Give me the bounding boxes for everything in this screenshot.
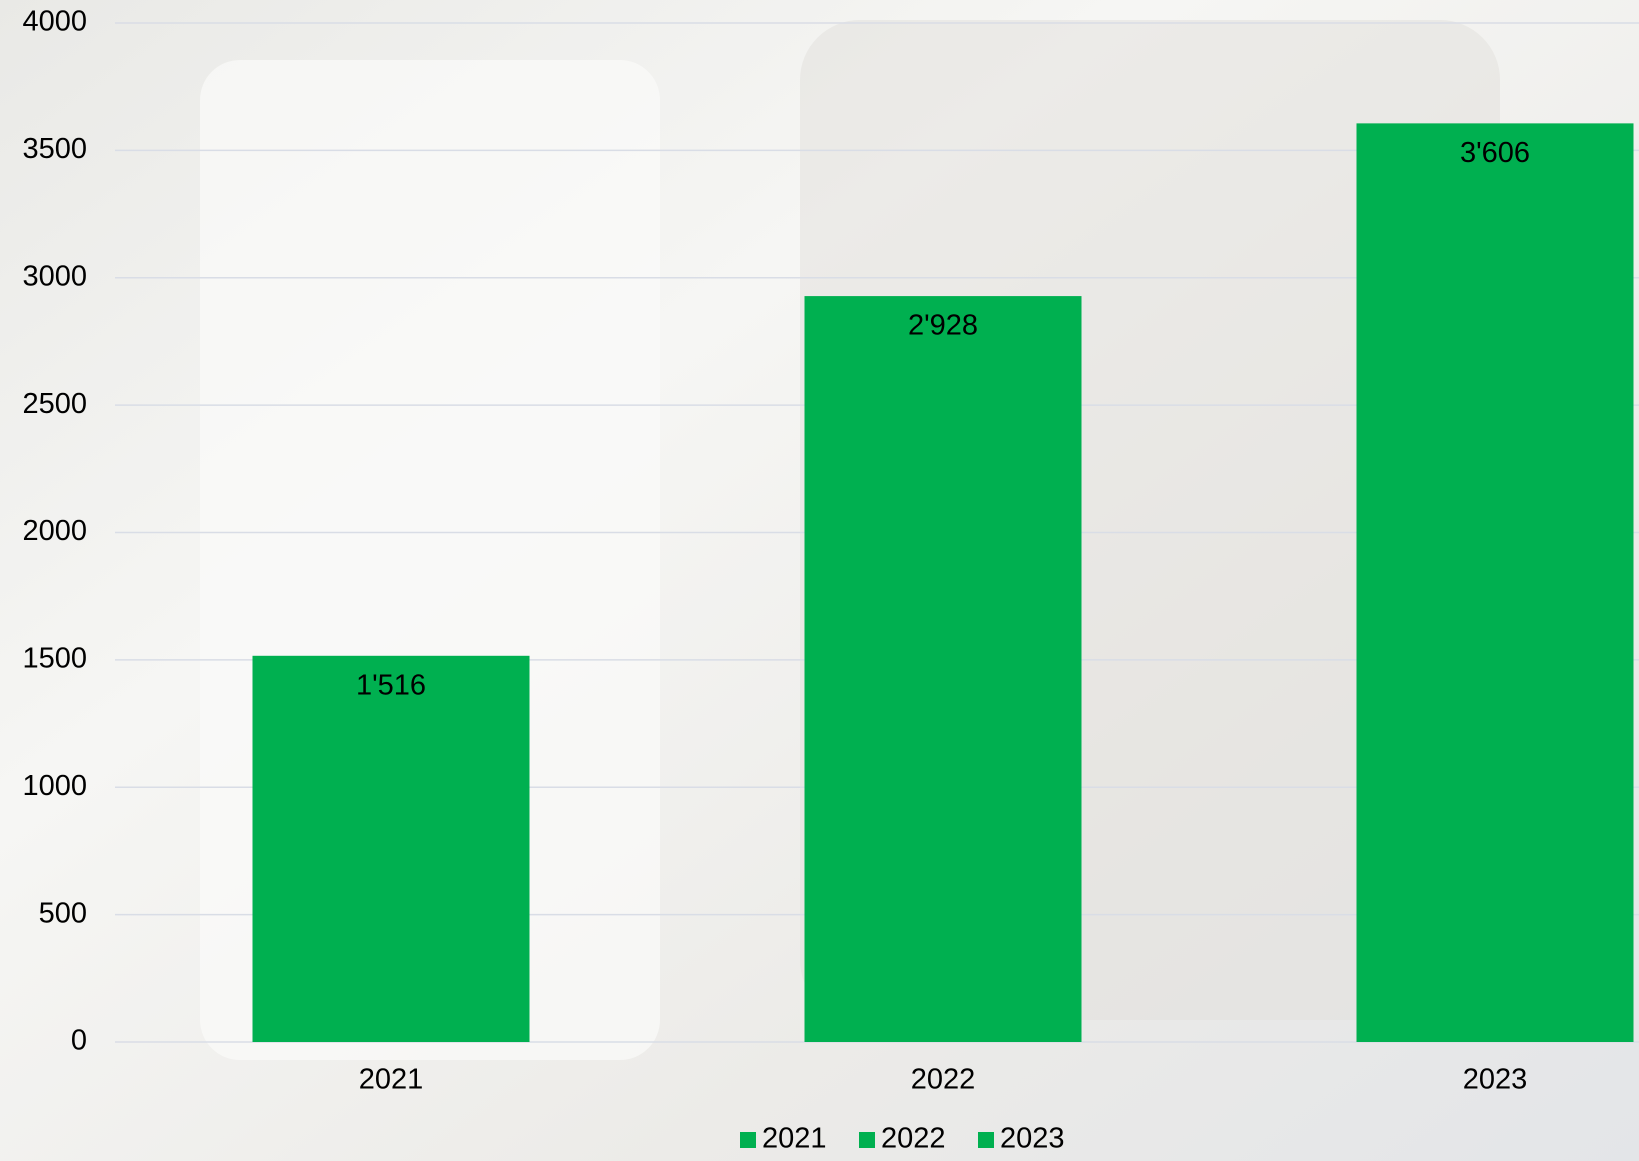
data-label: 2'928 — [908, 310, 978, 342]
y-tick-label: 2500 — [22, 388, 87, 420]
y-tick-label: 1500 — [22, 643, 87, 675]
legend-label: 2021 — [762, 1123, 827, 1155]
bar — [252, 655, 530, 1042]
y-tick-label: 3000 — [22, 260, 87, 292]
y-tick-label: 4000 — [22, 6, 87, 38]
bar — [1356, 123, 1634, 1042]
legend-swatch — [859, 1132, 875, 1148]
legend-label: 2023 — [1000, 1123, 1065, 1155]
legend-swatch — [978, 1132, 994, 1148]
y-tick-label: 3500 — [22, 133, 87, 165]
legend-swatch — [740, 1132, 756, 1148]
data-label: 1'516 — [356, 669, 426, 701]
x-tick-label: 2022 — [911, 1064, 976, 1096]
y-tick-label: 500 — [39, 897, 87, 929]
legend-label: 2022 — [881, 1123, 946, 1155]
bar — [804, 296, 1082, 1042]
x-tick-label: 2021 — [359, 1064, 424, 1096]
y-tick-label: 1000 — [22, 770, 87, 802]
y-tick-label: 0 — [71, 1025, 87, 1057]
y-tick-label: 2000 — [22, 515, 87, 547]
x-tick-label: 2023 — [1463, 1064, 1528, 1096]
data-label: 3'606 — [1460, 137, 1530, 169]
